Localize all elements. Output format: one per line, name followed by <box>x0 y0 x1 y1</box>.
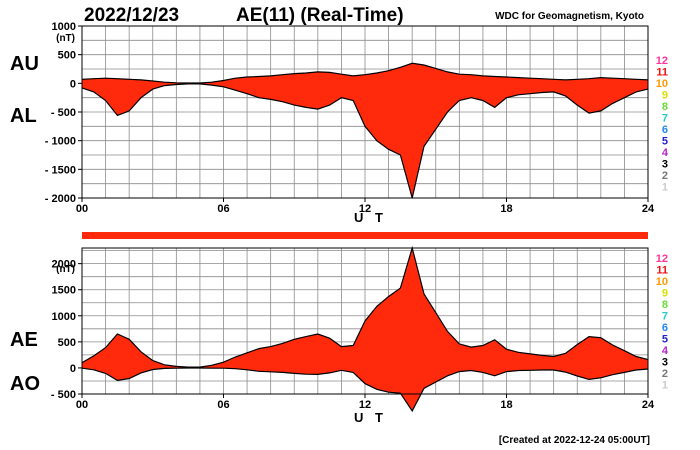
x-tick-label: 24 <box>642 399 655 411</box>
station-legend-item: 10 <box>656 78 668 90</box>
au-label: AU <box>10 53 39 75</box>
y-tick-label: 1000 <box>52 21 76 33</box>
al-line <box>81 83 649 199</box>
organization-label: WDC for Geomagnetism, Kyoto <box>495 11 644 22</box>
ao-line <box>81 367 649 413</box>
y-tick-label: - 500 <box>51 107 76 119</box>
station-legend-item: 6 <box>662 322 668 334</box>
y-tick-label: 1000 <box>52 311 76 323</box>
station-legend-item: 9 <box>662 288 668 300</box>
ae-ao-y-ticks: 2000 1500 1000 500 0 - 500 <box>51 259 82 401</box>
x-tick-label: 00 <box>76 399 88 411</box>
station-legend-item: 2 <box>662 170 668 182</box>
x-tick-label: 24 <box>642 203 655 215</box>
au-al-x-ticks: 00 06 12 18 24 <box>76 198 655 215</box>
y-tick-label: 2000 <box>52 259 76 271</box>
al-label: AL <box>10 105 37 127</box>
au-al-y-ticks: 1000 500 0 - 500 - 1000 - 1500 - 2000 <box>45 21 82 205</box>
y-tick-label: 0 <box>70 363 76 375</box>
station-legend-item: 8 <box>662 299 668 311</box>
station-legend-item: 3 <box>662 159 668 171</box>
y-tick-label: - 2000 <box>45 193 76 205</box>
ao-label: AO <box>10 373 40 395</box>
station-legend-item: 1 <box>662 182 668 194</box>
station-legend-item: 1 <box>662 380 668 392</box>
y-tick-label: 500 <box>58 337 76 349</box>
station-legend-item: 9 <box>662 90 668 102</box>
station-legend-item: 10 <box>656 276 668 288</box>
data-coverage-bar <box>82 232 648 239</box>
station-legend-item: 5 <box>662 334 668 346</box>
x-tick-label: 06 <box>217 399 229 411</box>
station-legend-item: 4 <box>662 345 669 357</box>
x-tick-label: 12 <box>359 203 371 215</box>
au-line <box>81 62 649 84</box>
x-tick-label: 12 <box>359 399 371 411</box>
y-tick-label: - 500 <box>51 389 76 401</box>
station-legend-item: 3 <box>662 357 668 369</box>
au-al-x-axis-title: U T <box>354 210 387 225</box>
x-tick-label: 06 <box>217 203 229 215</box>
ae-ao-panel: 2000 1500 1000 500 0 - 500 00 06 12 18 24 (nT) AE… <box>10 245 655 425</box>
station-legend-item: 11 <box>656 265 668 277</box>
station-legend-item: 7 <box>662 113 668 125</box>
x-tick-label: 18 <box>500 203 512 215</box>
au-al-band <box>82 63 648 198</box>
y-tick-label: 0 <box>70 78 76 90</box>
au-al-panel: 1000 500 0 - 500 - 1000 - 1500 - 2000 00 06 12 18… <box>10 21 655 225</box>
ae-line <box>81 245 649 368</box>
station-legend-item: 4 <box>662 147 669 159</box>
ae-ao-band <box>82 248 648 411</box>
plot-date: 2022/12/23 <box>84 5 179 26</box>
y-tick-label: - 1000 <box>45 136 76 148</box>
ae-ao-x-ticks: 00 06 12 18 24 <box>76 394 655 411</box>
y-tick-label: 1500 <box>52 285 76 297</box>
station-legend-item: 5 <box>662 136 668 148</box>
station-legend-item: 11 <box>656 67 668 79</box>
y-tick-label: - 1500 <box>45 164 76 176</box>
plot-title: AE(11) (Real-Time) <box>236 5 404 26</box>
station-legend-item: 2 <box>662 368 668 380</box>
ae-ao-x-axis-title: U T <box>354 410 387 425</box>
created-timestamp: [Created at 2022-12-24 05:00UT] <box>499 435 650 446</box>
ae-ao-unit: (nT) <box>56 264 75 275</box>
x-tick-label: 00 <box>76 203 88 215</box>
au-al-unit: (nT) <box>56 33 75 44</box>
station-legend-item: 8 <box>662 101 668 113</box>
station-legend-item: 6 <box>662 124 668 136</box>
station-legend-item: 7 <box>662 311 668 323</box>
ae-label: AE <box>10 329 38 351</box>
station-legend-item: 12 <box>656 253 668 265</box>
station-legend-item: 12 <box>656 55 668 67</box>
x-tick-label: 18 <box>500 399 512 411</box>
y-tick-label: 500 <box>58 50 76 62</box>
